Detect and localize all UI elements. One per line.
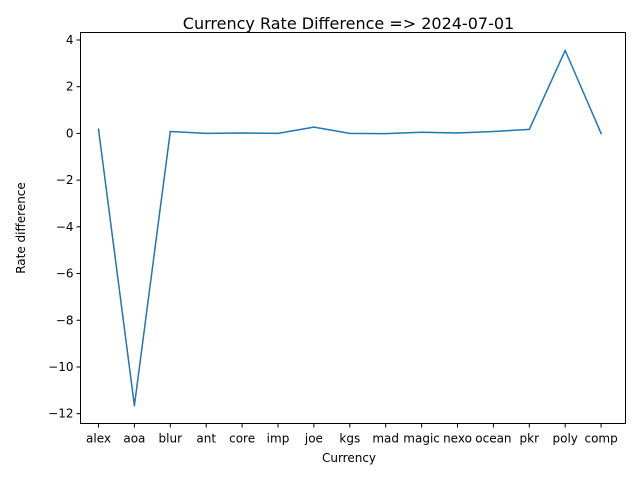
data-point — [313, 126, 315, 128]
y-tick-label: 4 — [66, 33, 74, 47]
data-point — [205, 132, 207, 135]
data-point — [420, 131, 423, 134]
data-point — [492, 130, 495, 133]
x-axis-ticks: alex aoa blur ant core imp joe kgs mad magic nexo o… — [86, 423, 618, 446]
x-tick-label: blur — [159, 432, 183, 446]
data-point — [456, 132, 459, 134]
x-tick-label: imp — [267, 432, 290, 446]
y-tick-label: −8 — [56, 313, 74, 327]
data-point — [349, 132, 351, 135]
y-axis-label: Rate difference — [14, 182, 28, 274]
y-tick-label: −10 — [48, 360, 73, 374]
x-tick-label: joe — [304, 432, 323, 446]
y-tick-label: 0 — [66, 126, 74, 140]
y-tick-label: −4 — [56, 220, 74, 234]
y-tick-label: −12 — [48, 407, 73, 421]
x-tick-label: magic — [403, 432, 440, 446]
data-point — [169, 130, 172, 133]
x-tick-label: alex — [86, 432, 111, 446]
x-tick-label: poly — [552, 432, 577, 446]
series-group — [97, 49, 602, 407]
data-point — [241, 132, 243, 134]
x-tick-label: comp — [584, 432, 617, 446]
y-tick-label: 2 — [66, 80, 74, 94]
data-point — [564, 49, 566, 52]
data-point — [528, 128, 531, 131]
x-tick-label: core — [229, 432, 255, 446]
data-point — [133, 404, 136, 407]
x-tick-label: kgs — [339, 432, 360, 446]
y-tick-label: −6 — [56, 267, 74, 281]
x-tick-label: ant — [196, 432, 216, 446]
y-tick-label: −2 — [56, 173, 74, 187]
x-tick-label: aoa — [123, 432, 145, 446]
data-point — [277, 132, 279, 135]
x-tick-label: mad — [372, 432, 399, 446]
chart-title: Currency Rate Difference => 2024-07-01 — [183, 14, 514, 33]
x-tick-label: pkr — [520, 432, 540, 446]
x-tick-label: nexo — [443, 432, 472, 446]
data-point — [384, 132, 387, 135]
x-axis-label: Currency — [322, 451, 376, 465]
plot-area-frame — [80, 32, 626, 424]
y-axis-ticks: −12 −10 −8 −6 −4 −2 0 2 4 — [48, 33, 81, 421]
data-point — [600, 132, 602, 135]
x-tick-label: ocean — [475, 432, 511, 446]
data-point — [97, 128, 100, 130]
